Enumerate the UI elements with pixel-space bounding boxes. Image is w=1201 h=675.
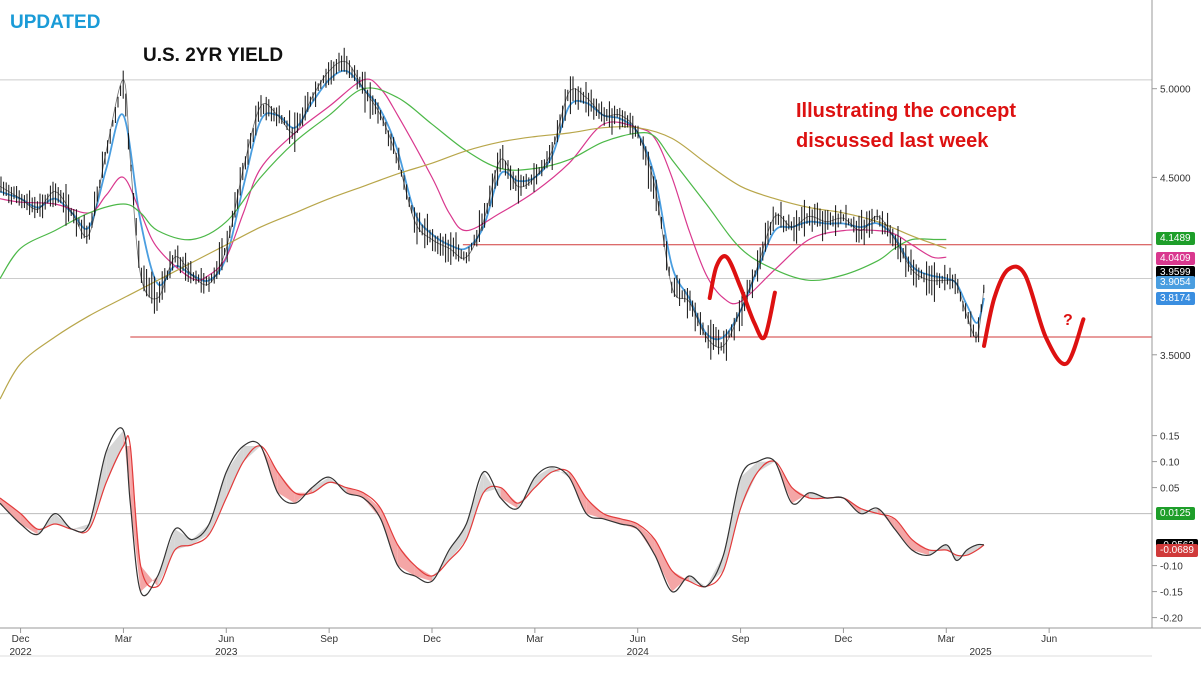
- x-tick-label: Dec: [835, 634, 853, 645]
- oscillator-fill-segment: [552, 466, 570, 478]
- oscillator-fill-segment: [654, 539, 672, 592]
- value-tag: 3.8174: [1156, 291, 1195, 305]
- value-tag: -0.0689: [1156, 544, 1198, 558]
- hand-drawn-projection: [707, 254, 1086, 366]
- oscillator-fill-segment: [534, 466, 552, 488]
- oscillator-fill-segment: [243, 446, 261, 462]
- x-year-label: 2025: [969, 647, 992, 658]
- x-year-label: 2024: [627, 647, 650, 658]
- oscillator-fill-segment: [956, 550, 967, 561]
- bottom-y-axis-ticks: 0.15 0.10 0.05 -0.10 -0.15 -0.20: [1152, 432, 1183, 625]
- x-tick-label: Jun: [218, 634, 234, 645]
- x-year-label: 2023: [215, 647, 238, 658]
- oscillator-fill-segment: [174, 529, 192, 550]
- y-tick-label: 5.0000: [1160, 85, 1191, 96]
- oscillator-fill-segment: [466, 472, 484, 540]
- oscillator-slow-line: [0, 435, 985, 589]
- x-tick-label: Dec: [12, 634, 30, 645]
- oscillator-fill: [0, 430, 984, 592]
- x-tick-label: Jun: [630, 634, 646, 645]
- annotation-line-1: Illustrating the concept: [796, 100, 1016, 122]
- chart-title: U.S. 2YR YIELD: [143, 45, 283, 66]
- oscillator-fill-segment: [277, 472, 295, 504]
- corner-label: UPDATED: [10, 12, 100, 33]
- value-tag: 4.0409: [1156, 251, 1195, 265]
- oscillator-fill-segment: [192, 524, 210, 545]
- oscillator-fill-segment: [397, 544, 415, 576]
- oscillator-fill-segment: [483, 472, 501, 498]
- oscillator-fill-segment: [157, 529, 175, 587]
- moving-average-line: [0, 78, 947, 305]
- annotation-line-2: discussed last week: [796, 130, 989, 152]
- y-tick-label: 0.05: [1160, 484, 1180, 495]
- x-axis-ticks: Dec Mar Jun Sep Dec Mar Jun Sep Dec Mar Jun 2022 202…: [9, 628, 1057, 658]
- oscillator-fill-segment: [894, 518, 912, 550]
- oscillator-fill-segment: [106, 430, 124, 483]
- oscillator-fill-segment: [380, 508, 398, 566]
- x-tick-label: Mar: [115, 634, 133, 645]
- oscillator-fill-segment: [312, 477, 330, 493]
- x-tick-label: Sep: [320, 634, 338, 645]
- value-tag: 3.9054: [1156, 275, 1195, 289]
- oscillator-fill-segment: [72, 524, 90, 530]
- oscillator-fill-segment: [140, 565, 158, 592]
- top-y-axis-ticks: 5.0000 4.5000 3.5000: [1152, 85, 1191, 362]
- oscillator-fill-segment: [966, 544, 978, 556]
- oscillator-fill-segment: [20, 513, 38, 535]
- oscillator-fast-line: [0, 427, 985, 597]
- oscillator-fill-segment: [723, 477, 741, 571]
- oscillator-fill-segment: [123, 430, 131, 504]
- axes: [0, 0, 1201, 657]
- x-tick-label: Jun: [1041, 634, 1057, 645]
- value-tag: 3.9599: [1156, 266, 1195, 280]
- question-mark: ?: [1063, 312, 1073, 329]
- y-tick-label: 3.5000: [1160, 351, 1191, 362]
- y-tick-label: 4.5000: [1160, 173, 1191, 184]
- oscillator-fill-segment: [0, 498, 21, 524]
- x-tick-label: Mar: [938, 634, 956, 645]
- x-tick-label: Mar: [526, 634, 544, 645]
- oscillator-fill-segment: [689, 576, 707, 587]
- oscillator-fill-segment: [569, 472, 587, 514]
- oscillator-fill-segment: [757, 461, 775, 472]
- y-tick-label: -0.15: [1160, 588, 1183, 599]
- y-tick-label: 0.15: [1160, 432, 1180, 443]
- x-tick-label: Dec: [423, 634, 441, 645]
- value-tag: 0.0125: [1156, 506, 1195, 520]
- price-series: [0, 60, 985, 348]
- oscillator-fill-segment: [209, 472, 227, 535]
- oscillator-fill-segment: [706, 555, 724, 587]
- moving-average-line: [0, 126, 947, 400]
- price-bars: [0, 47, 985, 361]
- y-tick-label: -0.20: [1160, 614, 1183, 625]
- value-tag: 4.1489: [1156, 232, 1195, 246]
- y-tick-label: 0.10: [1160, 458, 1180, 469]
- drawn-projection-line: [707, 254, 777, 341]
- price-line: [0, 60, 985, 348]
- oscillator-lines: [0, 427, 985, 597]
- oscillator-fill-segment: [226, 446, 244, 498]
- drawn-projection-line: [982, 264, 1086, 366]
- x-year-label: 2022: [9, 647, 32, 658]
- x-tick-label: Sep: [732, 634, 750, 645]
- oscillator-fill-segment: [500, 487, 518, 509]
- y-tick-label: -0.10: [1160, 562, 1183, 573]
- oscillator-fill-segment: [672, 570, 690, 592]
